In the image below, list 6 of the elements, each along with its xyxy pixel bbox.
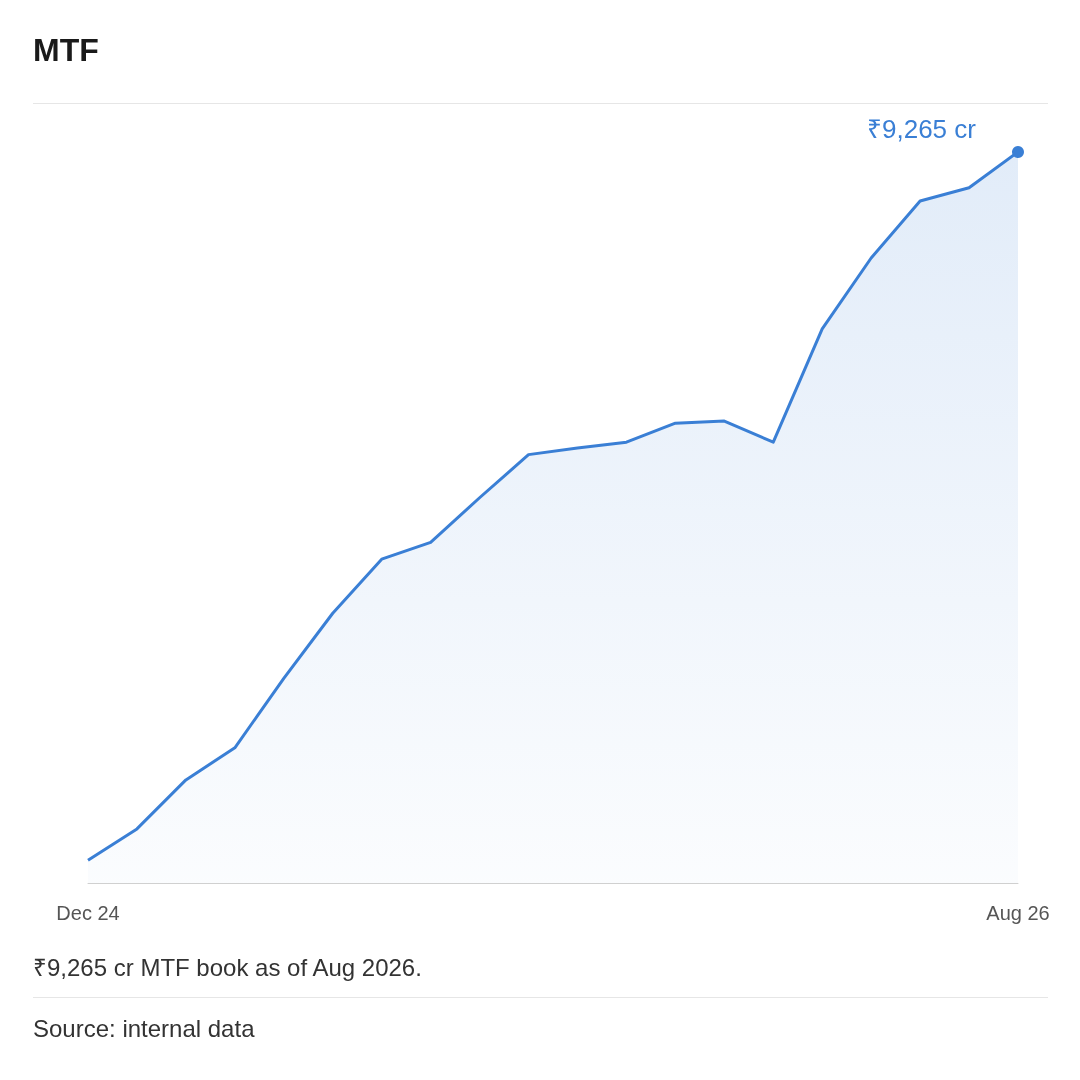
x-tick-label: Dec 24 — [56, 902, 120, 924]
chart-title: MTF — [33, 32, 99, 69]
text: ₹9,265 cr MTF book as of Aug 2026. — [33, 953, 422, 983]
x-tick-label: Aug 26 — [986, 902, 1050, 924]
annotation: ₹9,265 cr — [867, 114, 977, 144]
source-note: Source: internal data — [33, 1015, 255, 1043]
